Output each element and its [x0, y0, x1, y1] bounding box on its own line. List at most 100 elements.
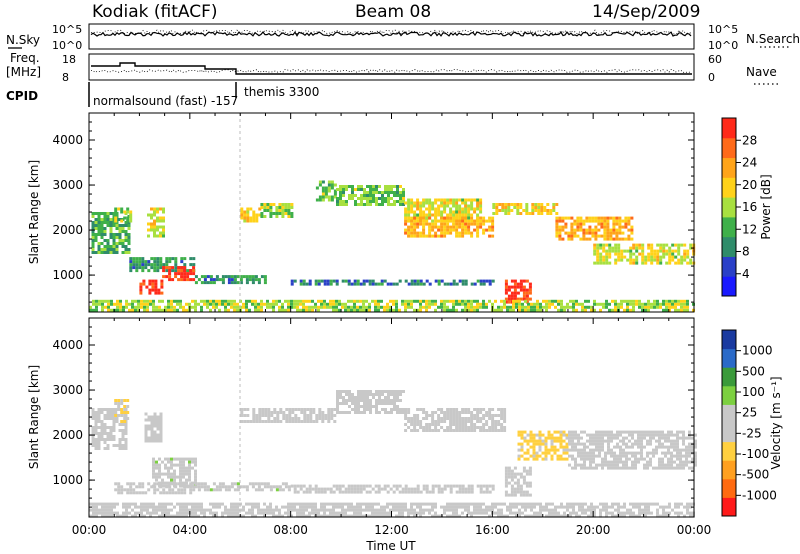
data-cell: [383, 511, 386, 515]
data-cell: [119, 514, 122, 518]
data-cell: [227, 508, 230, 512]
data-cell: [137, 308, 140, 312]
data-cell: [425, 201, 429, 205]
data-cell: [156, 257, 160, 261]
data-cell: [616, 436, 619, 440]
data-cell: [431, 417, 435, 420]
data-cell: [387, 399, 390, 402]
data-cell: [458, 198, 462, 202]
data-cell: [611, 505, 614, 509]
data-cell: [662, 246, 666, 250]
data-cell: [107, 305, 110, 309]
data-cell: [563, 308, 566, 312]
data-cell: [305, 308, 308, 312]
data-cell: [520, 448, 524, 452]
data-cell: [455, 484, 459, 488]
data-cell: [363, 408, 366, 411]
data-cell: [428, 204, 432, 208]
data-cell: [132, 257, 136, 261]
data-cell: [98, 299, 101, 303]
data-cell: [360, 188, 363, 191]
data-cell: [140, 502, 143, 506]
data-cell: [263, 482, 267, 486]
data-cell: [522, 481, 526, 485]
data-cell: [503, 302, 506, 306]
data-cell: [446, 305, 449, 309]
data-cell: [583, 466, 586, 470]
data-cell: [575, 502, 578, 506]
data-cell: [407, 219, 411, 223]
data-cell: [300, 411, 304, 414]
data-cell: [107, 505, 110, 509]
data-cell: [618, 228, 622, 232]
data-cell: [577, 454, 580, 458]
data-cell: [106, 239, 110, 242]
data-cell: [407, 490, 411, 494]
data-cell: [574, 433, 577, 437]
data-cell: [189, 278, 193, 282]
data-cell: [323, 508, 326, 512]
data-cell: [212, 514, 215, 518]
data-cell: [413, 231, 417, 235]
data-cell: [311, 505, 314, 509]
data-cell: [275, 209, 279, 212]
data-cell: [539, 308, 542, 312]
data-cell: [628, 430, 631, 434]
data-cell: [375, 188, 378, 191]
data-cell: [127, 242, 131, 245]
data-cell: [410, 231, 414, 235]
data-cell: [614, 249, 618, 253]
data-cell: [134, 505, 137, 509]
data-cell: [101, 511, 104, 515]
data-cell: [482, 282, 486, 286]
data-cell: [327, 414, 331, 417]
data-cell: [191, 511, 194, 515]
data-cell: [694, 451, 697, 455]
data-cell: [185, 505, 188, 509]
data-cell: [167, 466, 170, 470]
data-cell: [656, 249, 660, 253]
data-cell: [641, 252, 645, 256]
data-cell: [425, 502, 428, 506]
data-cell: [635, 505, 638, 509]
data-cell: [341, 279, 345, 283]
data-cell: [150, 207, 153, 211]
data-cell: [125, 299, 128, 303]
data-cell: [243, 216, 247, 220]
data-cell: [571, 445, 574, 449]
data-cell: [541, 457, 545, 461]
data-cell: [482, 219, 486, 223]
data-cell: [194, 308, 197, 312]
data-cell: [422, 502, 425, 506]
data-cell: [629, 261, 633, 265]
data-cell: [519, 484, 523, 488]
data-cell: [628, 445, 631, 449]
data-cell: [375, 399, 378, 402]
data-cell: [162, 263, 166, 267]
data-cell: [305, 505, 308, 509]
data-cell: [599, 511, 602, 515]
data-cell: [251, 485, 255, 489]
data-cell: [363, 194, 366, 197]
data-cell: [464, 487, 468, 491]
data-cell: [191, 466, 194, 470]
data-cell: [583, 454, 586, 458]
data-cell: [634, 460, 637, 464]
data-cell: [359, 490, 363, 494]
data-cell: [510, 487, 514, 491]
data-cell: [329, 302, 332, 306]
data-cell: [97, 215, 101, 218]
data-cell: [285, 414, 289, 417]
data-cell: [351, 393, 354, 396]
data-cell: [416, 216, 420, 220]
data-cell: [599, 243, 603, 247]
data-cell: [491, 279, 495, 283]
data-cell: [149, 505, 152, 509]
data-cell: [531, 209, 535, 212]
data-cell: [89, 514, 92, 518]
data-cell: [118, 242, 122, 245]
data-cell: [627, 234, 631, 238]
data-cell: [686, 502, 689, 506]
data-cell: [550, 442, 554, 446]
